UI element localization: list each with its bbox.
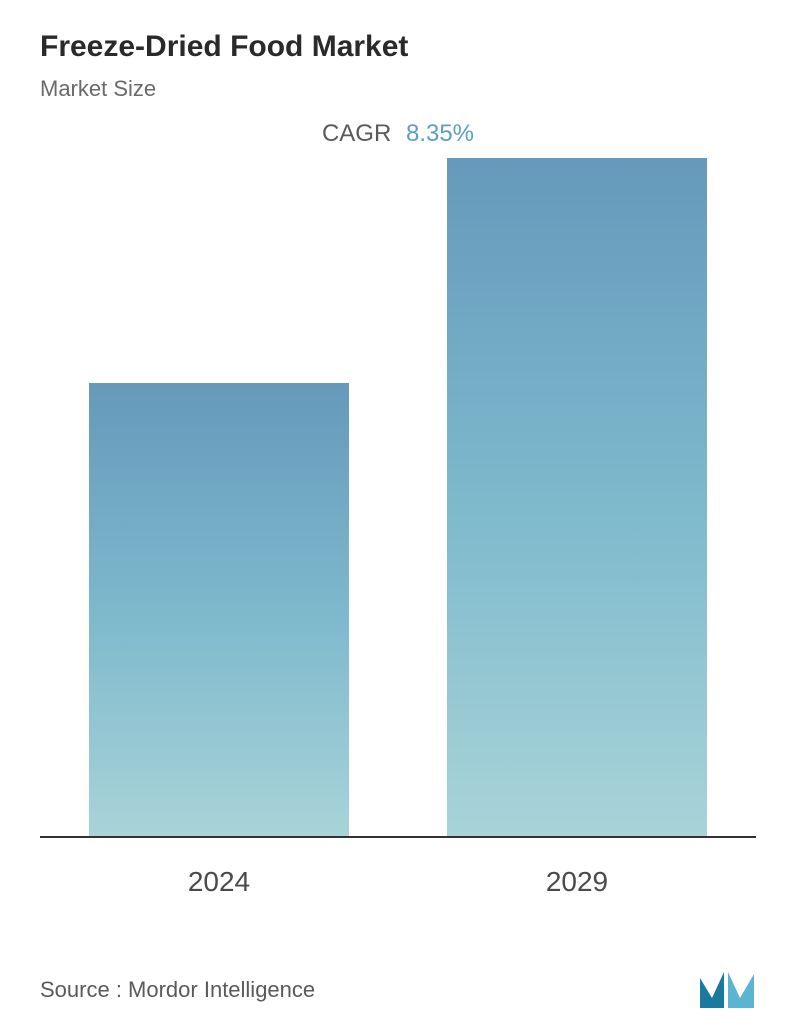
header: Freeze-Dried Food Market Market Size CAG…: [0, 0, 796, 158]
chart-baseline: [40, 836, 756, 838]
bars-container: [40, 158, 756, 838]
label-group-0: 2024: [58, 846, 380, 898]
chart-area: 2024 2029: [0, 158, 796, 898]
source-text: Source : Mordor Intelligence: [40, 977, 315, 1003]
page-title: Freeze-Dried Food Market: [40, 30, 756, 64]
cagr-row: CAGR 8.35%: [40, 120, 756, 148]
bar-2024: [89, 383, 349, 838]
bar-2029: [447, 158, 707, 838]
footer: Source : Mordor Intelligence: [40, 970, 756, 1010]
label-group-1: 2029: [416, 846, 738, 898]
cagr-label: CAGR: [322, 120, 391, 147]
bar-group-2024: [58, 383, 380, 838]
bar-label-2029: 2029: [546, 866, 608, 898]
brand-logo-icon: [698, 970, 756, 1010]
labels-container: 2024 2029: [40, 846, 756, 898]
bar-group-2029: [416, 158, 738, 838]
bar-label-2024: 2024: [188, 866, 250, 898]
cagr-value: 8.35%: [406, 120, 474, 147]
page-subtitle: Market Size: [40, 76, 756, 102]
